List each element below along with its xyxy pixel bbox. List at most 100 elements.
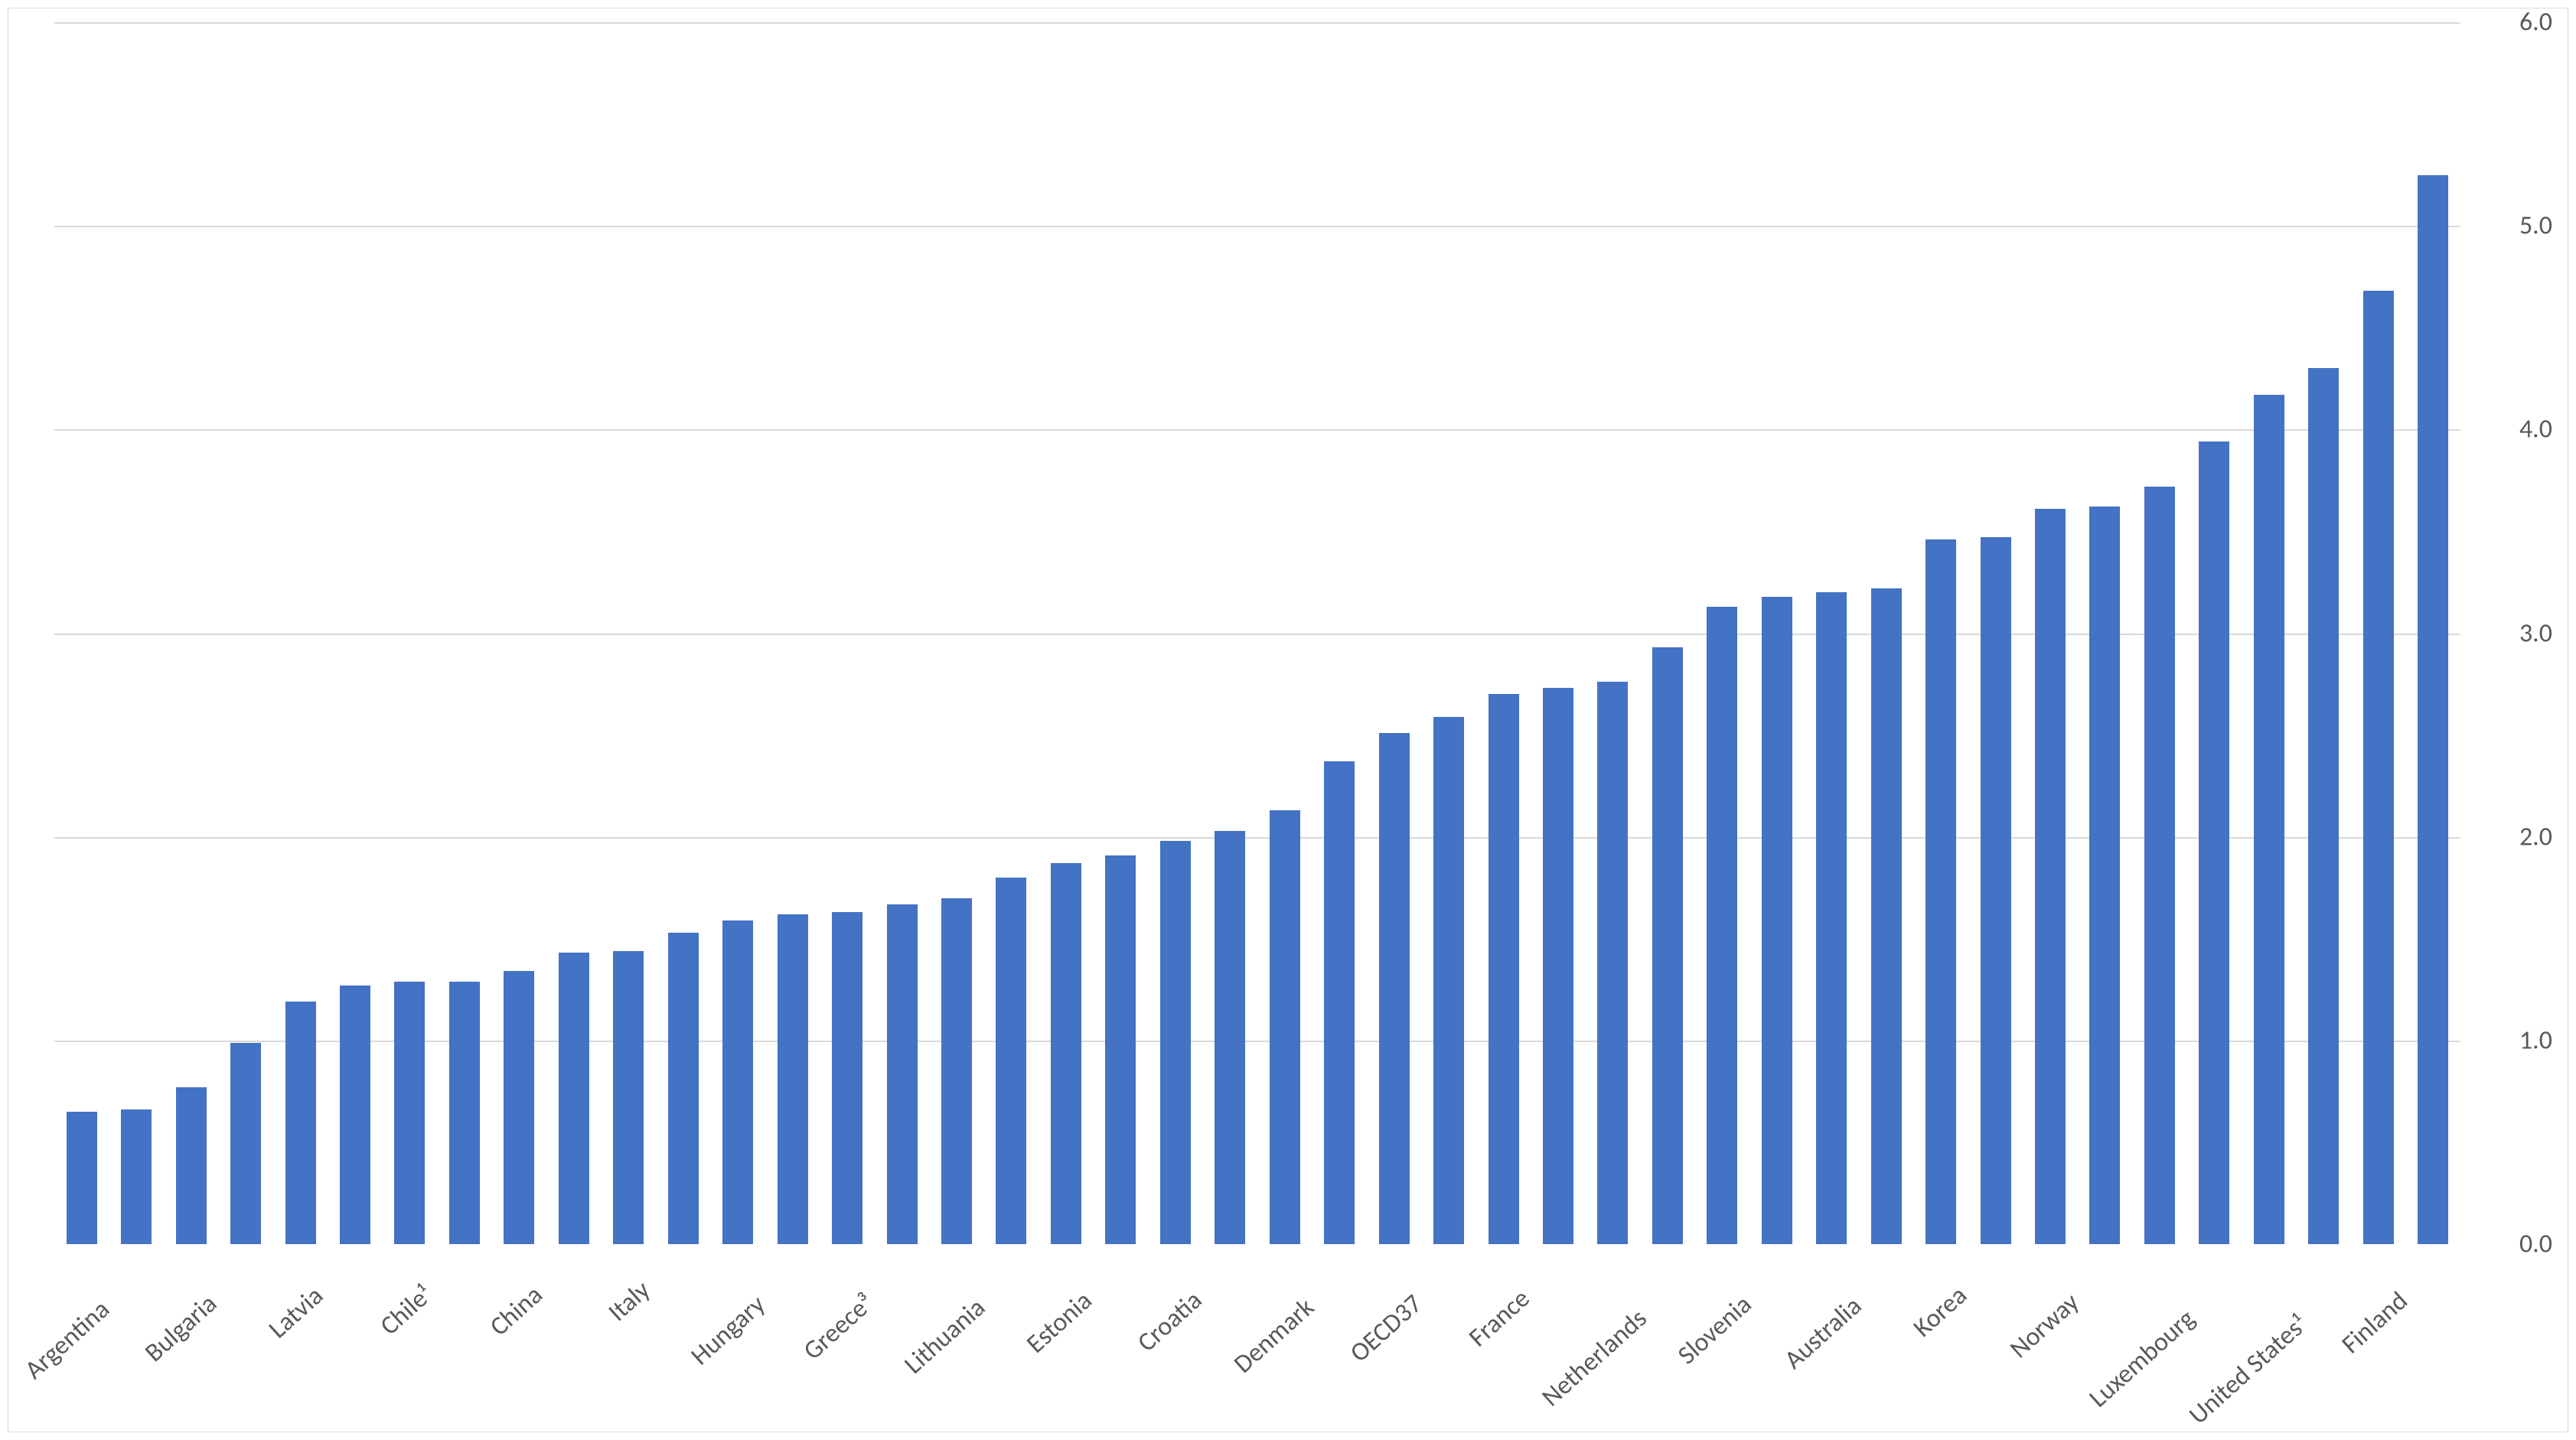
- plot-row: 0.01.02.03.04.05.06.0: [8, 8, 2568, 1244]
- bar-slot: [1421, 22, 1475, 1244]
- bar-slot: [2023, 22, 2077, 1244]
- x-tick-slot: Chile¹: [383, 1244, 439, 1432]
- bar-slot: [1913, 22, 1968, 1244]
- bar: [722, 920, 753, 1244]
- chart-frame: 0.01.02.03.04.05.06.0 ArgentinaBulgariaL…: [8, 8, 2568, 1432]
- bar: [340, 986, 370, 1244]
- bar-slot: [218, 22, 272, 1244]
- bar: [1762, 597, 1792, 1244]
- x-tick-slot: Greece³: [821, 1244, 876, 1432]
- bar-slot: [2132, 22, 2186, 1244]
- bar: [394, 982, 425, 1244]
- x-tick-slot: Finland: [2356, 1244, 2411, 1432]
- x-tick-slot: Slovenia: [1698, 1244, 1753, 1432]
- y-tick-label: 6.0: [2519, 7, 2552, 38]
- x-axis-spacer: [2465, 1244, 2568, 1432]
- bar: [613, 951, 644, 1244]
- bar-slot: [1531, 22, 1585, 1244]
- bar: [1925, 539, 1956, 1244]
- bar-slot: [656, 22, 710, 1244]
- bar: [1707, 607, 1737, 1244]
- y-tick-label: 2.0: [2519, 821, 2552, 852]
- x-tick-slot: Latvia: [273, 1244, 328, 1432]
- x-tick-slot: Luxembourg: [2137, 1244, 2192, 1432]
- bar-slot: [929, 22, 983, 1244]
- x-tick-slot: [328, 1244, 383, 1432]
- bar: [1489, 694, 1519, 1244]
- bar-slot: [437, 22, 491, 1244]
- bar: [504, 971, 534, 1244]
- bar-slot: [1805, 22, 1859, 1244]
- y-axis: 0.01.02.03.04.05.06.0: [2468, 22, 2552, 1244]
- x-tick-slot: Croatia: [1150, 1244, 1205, 1432]
- bar-slot: [2078, 22, 2132, 1244]
- x-tick-slot: Hungary: [712, 1244, 767, 1432]
- x-axis: ArgentinaBulgariaLatviaChile¹ChinaItalyH…: [54, 1244, 2465, 1432]
- bar-slot: [492, 22, 546, 1244]
- x-tick-slot: France: [1479, 1244, 1534, 1432]
- bar: [1379, 733, 1410, 1244]
- x-tick-slot: [219, 1244, 274, 1432]
- bar: [941, 898, 972, 1244]
- x-tick-slot: Norway: [2027, 1244, 2082, 1432]
- x-tick-slot: Netherlands: [1589, 1244, 1644, 1432]
- y-tick-label: 5.0: [2519, 210, 2552, 242]
- bar-slot: [109, 22, 163, 1244]
- x-tick-slot: Denmark: [1260, 1244, 1315, 1432]
- bar-slot: [820, 22, 874, 1244]
- bar: [832, 912, 862, 1244]
- bar-slot: [2351, 22, 2405, 1244]
- bars-layer: [54, 22, 2460, 1244]
- x-tick-slot: Estonia: [1041, 1244, 1096, 1432]
- bar-slot: [2187, 22, 2242, 1244]
- bar: [285, 1002, 316, 1244]
- bar: [1871, 588, 1902, 1244]
- bar-slot: [1695, 22, 1749, 1244]
- bar-slot: [273, 22, 328, 1244]
- bar: [230, 1043, 261, 1245]
- x-tick-slot: Korea: [1917, 1244, 1972, 1432]
- bar: [2363, 291, 2394, 1244]
- bar-slot: [1859, 22, 1913, 1244]
- x-tick-slot: Bulgaria: [164, 1244, 219, 1432]
- bar: [1652, 647, 1683, 1244]
- bar-slot: [1586, 22, 1640, 1244]
- x-tick-slot: [547, 1244, 602, 1432]
- bar-slot: [2405, 22, 2460, 1244]
- bar: [996, 878, 1026, 1244]
- y-tick-label: 4.0: [2519, 414, 2552, 445]
- bar: [2254, 395, 2284, 1244]
- bar: [1981, 537, 2011, 1244]
- bar-slot: [1312, 22, 1366, 1244]
- chart-container: 0.01.02.03.04.05.06.0 ArgentinaBulgariaL…: [0, 0, 2576, 1440]
- x-tick-slot: Lithuania: [931, 1244, 986, 1432]
- bar: [2089, 507, 2120, 1244]
- bar-slot: [1476, 22, 1531, 1244]
- bar-slot: [546, 22, 601, 1244]
- bar: [1160, 841, 1191, 1244]
- bar: [449, 982, 480, 1244]
- bar-slot: [710, 22, 765, 1244]
- bar-slot: [1203, 22, 1257, 1244]
- bar-slot: [1094, 22, 1148, 1244]
- bar: [2144, 487, 2175, 1244]
- bar: [1270, 810, 1300, 1244]
- bar-slot: [984, 22, 1039, 1244]
- x-tick-slot: China: [493, 1244, 548, 1432]
- x-tick-slot: Italy: [602, 1244, 657, 1432]
- bar: [67, 1112, 97, 1244]
- plot-area: [54, 22, 2460, 1244]
- bar: [1105, 855, 1136, 1244]
- bar: [2308, 368, 2339, 1244]
- bar-slot: [875, 22, 929, 1244]
- bar: [176, 1087, 207, 1244]
- bar-slot: [765, 22, 820, 1244]
- x-tick-slot: Australia: [1808, 1244, 1863, 1432]
- bar: [1324, 761, 1355, 1244]
- bar: [2035, 509, 2066, 1244]
- bar-slot: [1039, 22, 1093, 1244]
- bar-slot: [1749, 22, 1804, 1244]
- bar: [1215, 831, 1245, 1244]
- bar: [1597, 682, 1628, 1244]
- bar-slot: [328, 22, 382, 1244]
